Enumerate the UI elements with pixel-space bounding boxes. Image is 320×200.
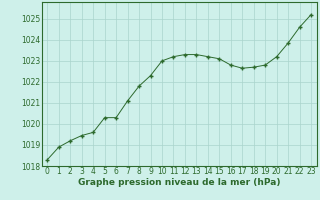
X-axis label: Graphe pression niveau de la mer (hPa): Graphe pression niveau de la mer (hPa) (78, 178, 280, 187)
